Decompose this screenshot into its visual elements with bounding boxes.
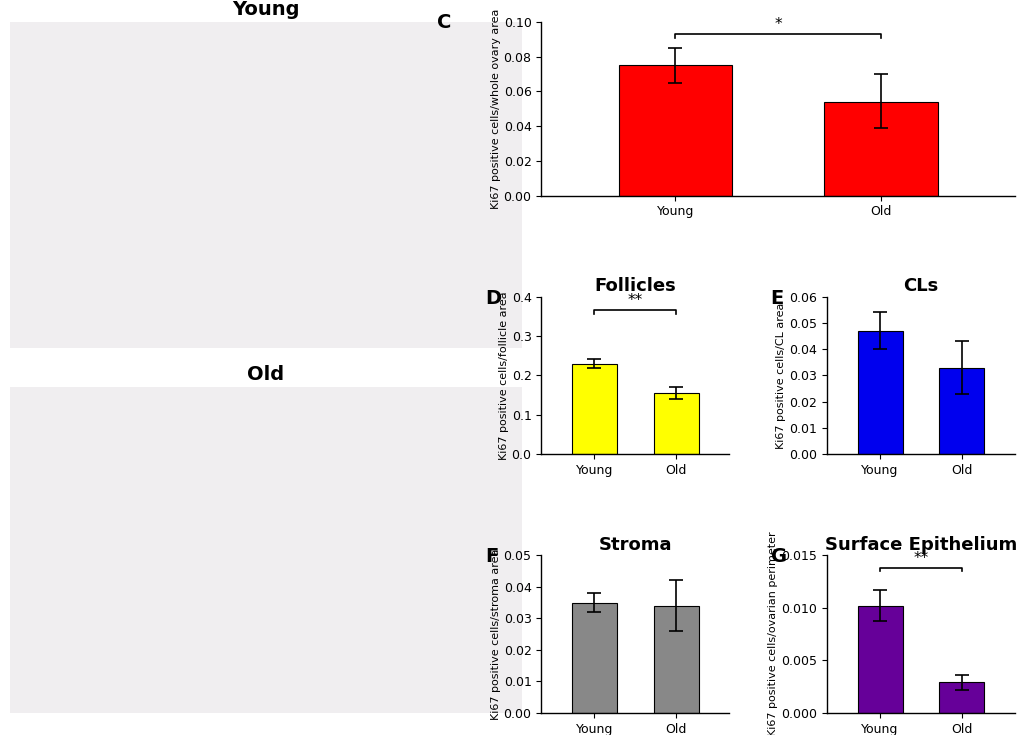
Title: Stroma: Stroma	[598, 536, 672, 553]
Bar	[653, 606, 698, 713]
Text: C: C	[437, 13, 451, 32]
Title: Follicles: Follicles	[594, 277, 676, 295]
Text: F: F	[484, 548, 497, 567]
Bar	[572, 364, 616, 454]
Y-axis label: Ki67 positive cells/whole ovary area: Ki67 positive cells/whole ovary area	[490, 9, 500, 209]
Text: D: D	[484, 289, 500, 308]
Text: E: E	[769, 289, 783, 308]
Bar	[857, 606, 902, 713]
Y-axis label: Ki67 positive cells/stroma area: Ki67 positive cells/stroma area	[490, 548, 500, 720]
Y-axis label: Ki67 positive cells/ovarian perimeter: Ki67 positive cells/ovarian perimeter	[767, 532, 777, 735]
Text: G: G	[769, 548, 786, 567]
Title: Old: Old	[248, 365, 284, 384]
Y-axis label: Ki67 positive cells/follicle area: Ki67 positive cells/follicle area	[498, 291, 508, 459]
Title: CLs: CLs	[903, 277, 937, 295]
Title: Surface Epithelium: Surface Epithelium	[824, 536, 1016, 553]
Text: **: **	[912, 551, 927, 566]
Bar	[938, 368, 983, 454]
Title: Young: Young	[232, 0, 300, 19]
Bar	[938, 683, 983, 713]
Text: **: **	[627, 293, 642, 309]
Bar	[572, 603, 616, 713]
Text: *: *	[773, 17, 782, 32]
Bar	[857, 331, 902, 454]
Bar	[653, 393, 698, 454]
Bar	[823, 102, 936, 196]
Bar	[618, 65, 731, 196]
Y-axis label: Ki67 positive cells/CL area: Ki67 positive cells/CL area	[775, 302, 786, 448]
